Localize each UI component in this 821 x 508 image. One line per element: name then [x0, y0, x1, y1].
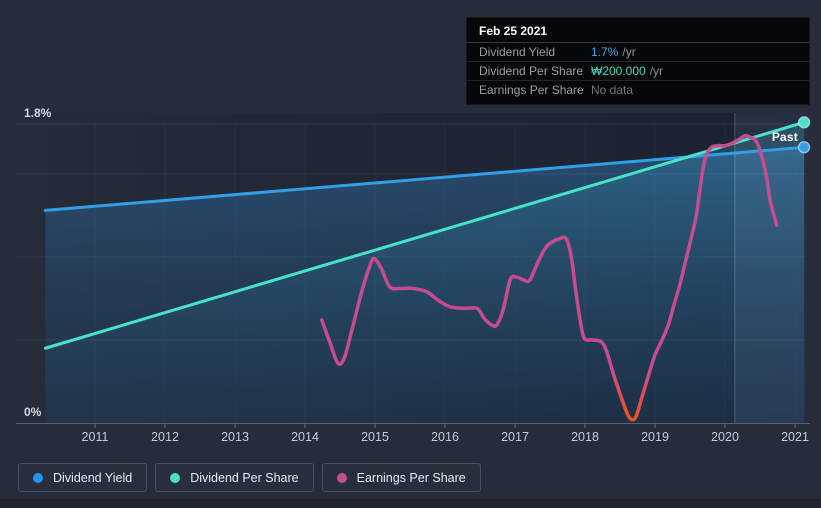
x-axis-year-label: 2017 — [501, 430, 529, 444]
area-fill — [45, 122, 805, 423]
x-axis-year-label: 2020 — [711, 430, 739, 444]
x-axis-year-label: 2018 — [571, 430, 599, 444]
legend-button-earnings-per-share[interactable]: Earnings Per Share — [321, 463, 481, 492]
y-axis-zero-label: 0% — [24, 405, 42, 419]
x-axis-year-label: 2019 — [641, 430, 669, 444]
legend-label: Dividend Per Share — [190, 470, 299, 485]
x-axis-year-label: 2021 — [781, 430, 809, 444]
dividend-yield-dot-icon — [33, 472, 43, 483]
bottom-edge-strip — [0, 499, 821, 508]
x-axis-year-label: 2013 — [221, 430, 249, 444]
x-axis-year-label: 2012 — [151, 430, 179, 444]
dividend-yield-line — [43, 145, 806, 212]
x-axis-year-label: 2014 — [291, 430, 319, 444]
x-axis-year-label: 2011 — [81, 430, 109, 444]
dividend-per-share-line — [43, 120, 806, 350]
tooltip-value: 1.7% — [591, 45, 619, 59]
hover-highlight-band — [734, 113, 807, 423]
x-axis-year-label: 2015 — [361, 430, 389, 444]
tooltip-label: Dividend Per Share — [479, 64, 584, 78]
tooltip-label: Earnings Per Share — [479, 83, 584, 97]
tooltip-row-dividend-yield: Dividend Yield 1.7% /yr — [467, 43, 809, 62]
y-axis-max-label: 1.8% — [24, 106, 52, 120]
earnings-per-share-line — [320, 133, 779, 422]
x-axis-year-label: 2016 — [431, 430, 459, 444]
chart-legend: Dividend Yield Dividend Per Share Earnin… — [18, 463, 481, 492]
legend-button-dividend-per-share[interactable]: Dividend Per Share — [155, 463, 314, 492]
legend-label: Dividend Yield — [53, 470, 133, 485]
dividend-yield-end-dot — [797, 141, 811, 154]
tooltip-value: No data — [591, 83, 634, 97]
tooltip-row-dividend-per-share: Dividend Per Share ₩200.000 /yr — [467, 62, 809, 81]
tooltip-value: ₩200.000 — [591, 64, 646, 78]
chart-tooltip: Feb 25 2021 Dividend Yield 1.7% /yr Divi… — [466, 17, 810, 105]
dividend-per-share-end-dot — [797, 116, 811, 129]
tooltip-date-title: Feb 25 2021 — [467, 18, 809, 43]
past-annotation-label: Past — [771, 130, 798, 144]
earnings-per-share-dot-icon — [336, 472, 347, 483]
tooltip-value-suffix: /yr — [622, 45, 636, 59]
tooltip-row-earnings-per-share: Earnings Per Share No data — [467, 81, 809, 99]
dividend-per-share-dot-icon — [170, 472, 181, 483]
legend-button-dividend-yield[interactable]: Dividend Yield — [18, 463, 148, 492]
tooltip-value-suffix: /yr — [649, 64, 664, 78]
tooltip-label: Dividend Yield — [479, 45, 556, 59]
legend-label: Earnings Per Share — [356, 470, 466, 485]
